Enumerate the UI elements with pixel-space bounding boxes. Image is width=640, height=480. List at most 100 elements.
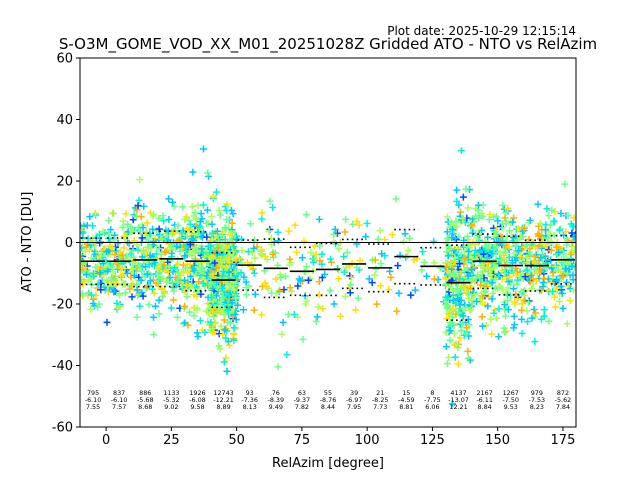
data-point [468,221,476,229]
data-point [536,219,544,227]
data-point [143,219,151,227]
data-point [230,243,238,251]
data-point [186,250,194,258]
data-point [80,244,86,252]
x-tick-label: 175 [551,433,576,448]
data-point [537,254,545,262]
data-point [261,252,269,260]
data-point [105,230,113,238]
data-point [80,276,86,284]
data-point [142,263,150,271]
data-point [481,279,489,287]
data-point [215,207,223,215]
data-point [395,289,403,297]
data-point [196,268,204,276]
data-point [494,217,502,225]
data-point [550,218,558,226]
data-point [201,253,209,261]
data-point [112,280,120,288]
data-point [518,315,526,323]
data-point [346,289,354,297]
data-point [173,242,181,250]
data-point [171,264,179,272]
data-point [212,292,220,300]
data-point [245,282,253,290]
data-point [559,273,567,281]
data-point [451,254,459,262]
data-point [251,254,259,262]
data-point [443,360,451,368]
data-point [278,330,286,338]
data-point [166,262,174,270]
bin-mean-label: -7.50 [502,396,519,404]
data-point [146,229,154,237]
bin-count-label: 39 [350,389,358,397]
data-point [140,202,148,210]
data-point [484,244,492,252]
data-point [119,223,127,231]
data-point [94,303,102,311]
data-point [149,237,157,245]
data-point [462,185,470,193]
bin-mean-label: -5.32 [163,396,180,404]
data-point [443,248,451,256]
data-point [464,232,472,240]
data-point [485,266,493,274]
data-point [173,278,181,286]
data-point [244,248,252,256]
data-point [183,260,191,268]
data-point [277,274,285,282]
data-point [482,321,490,329]
data-point [191,209,199,217]
data-point [548,264,556,272]
data-point [479,322,487,330]
data-point [222,225,230,233]
data-point [504,284,512,292]
bin-mean-label: -8.76 [320,396,337,404]
data-point [243,291,251,299]
data-point [209,325,217,333]
data-point [190,248,198,256]
data-point [540,274,548,282]
bin-std-label: 8.13 [243,403,257,411]
data-point [377,282,385,290]
data-point [484,233,492,241]
data-point [196,222,204,230]
bin-count-label: 21 [376,389,384,397]
data-point [456,334,464,342]
data-point [258,215,266,223]
data-point [225,268,233,276]
data-point [564,212,572,220]
data-point [219,293,227,301]
data-point [103,248,111,256]
bin-count-label: 15 [402,389,410,397]
data-point [340,268,348,276]
data-point [258,311,266,319]
data-point [302,300,310,308]
data-point [103,267,111,275]
data-point [136,176,144,183]
data-point [185,216,193,224]
data-point [520,224,528,232]
data-point [274,228,282,236]
data-point [570,233,576,241]
data-point [128,293,136,301]
bin-count-label: 1267 [503,389,519,397]
data-point [186,283,194,291]
data-point [551,263,559,271]
data-point [104,282,112,290]
data-point [490,246,498,254]
data-point [447,261,455,269]
bin-mean-label: -5.62 [555,396,572,404]
data-point [80,290,86,298]
data-point [290,311,298,319]
data-point [510,321,518,329]
data-point [224,292,232,300]
bin-std-label: 7.57 [112,403,126,411]
data-point [372,265,380,273]
data-point [400,237,408,245]
data-point [135,196,143,204]
data-point [406,234,414,242]
data-point [456,301,464,309]
data-point [307,249,315,257]
